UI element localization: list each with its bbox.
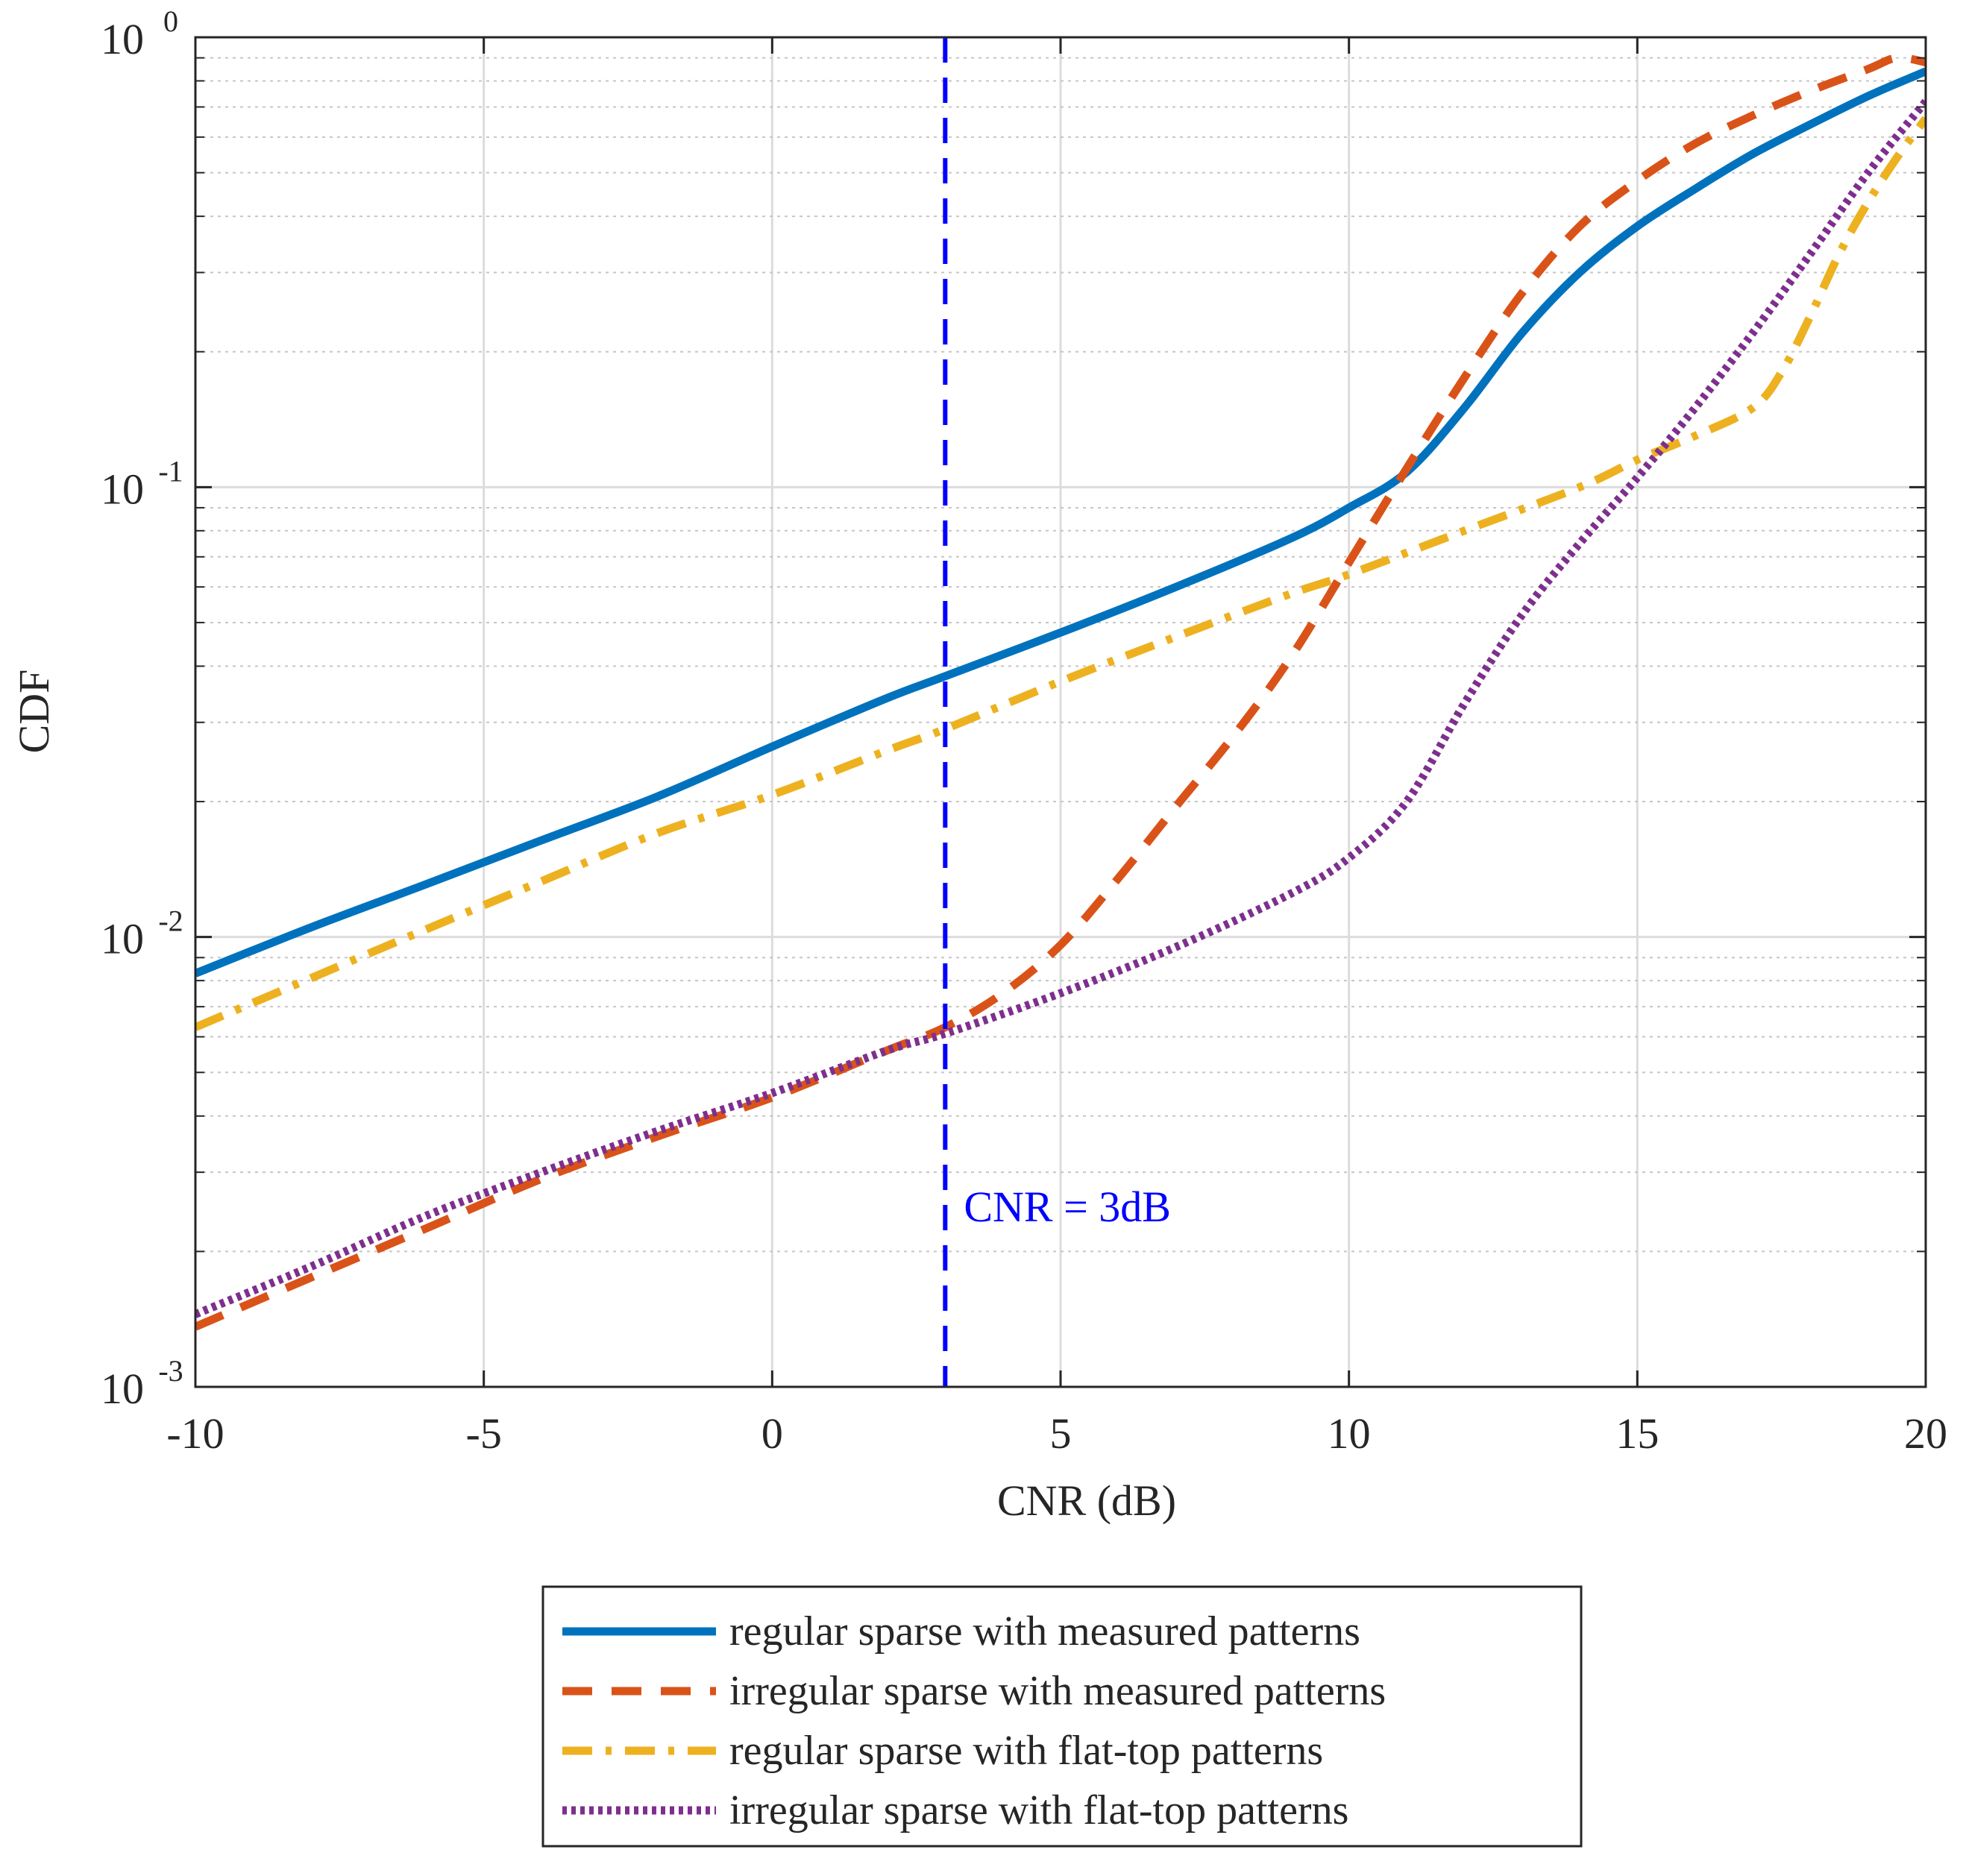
series-line-3 [195, 116, 1926, 1031]
y-axis-label: CDF [10, 670, 58, 754]
legend-label-4: irregular sparse with flat-top patterns [729, 1787, 1348, 1833]
series-line-4 [195, 98, 1926, 1318]
axes [194, 36, 1927, 1388]
series-line-1 [195, 67, 1926, 978]
annotation-label: CNR = 3dB [964, 1183, 1171, 1231]
legend: regular sparse with measured patterns irr… [541, 1585, 1583, 1848]
x-axis-label: CNR (dB) [997, 1476, 1176, 1525]
y-tick-label: 10 [101, 915, 144, 963]
x-tick-label: 0 [761, 1409, 783, 1458]
y-tick-label: 10 [101, 1364, 144, 1413]
major-grid [194, 36, 1927, 1388]
x-tick-label: -10 [166, 1409, 224, 1458]
x-tick-label: 20 [1904, 1409, 1947, 1458]
y-tick-label: 10 [101, 15, 144, 63]
x-tick-label: 5 [1050, 1409, 1072, 1458]
plot-frame [194, 36, 1927, 1388]
y-tick-exponent: -2 [158, 904, 183, 938]
x-tick-label: 15 [1615, 1409, 1659, 1458]
x-tick-label: -5 [466, 1409, 502, 1458]
x-tick-label: 10 [1328, 1409, 1371, 1458]
legend-label-1: regular sparse with measured patterns [729, 1608, 1360, 1655]
tick-labels: -10 -5 0 5 10 15 20 10 -3 10 -2 10 -1 10 0 [101, 4, 1947, 1458]
legend-label-3: regular sparse with flat-top patterns [729, 1728, 1323, 1774]
y-tick-exponent: -1 [158, 454, 183, 488]
minor-grid [195, 57, 1926, 1253]
annotation-layer: CNR = 3dB [943, 37, 1171, 1387]
y-tick-exponent: -3 [158, 1354, 183, 1388]
y-tick-label: 10 [101, 465, 144, 513]
series-line-2 [195, 53, 1926, 1331]
legend-label-2: irregular sparse with measured patterns [729, 1668, 1386, 1714]
y-tick-exponent: 0 [163, 4, 178, 38]
series-layer [195, 53, 1926, 1331]
